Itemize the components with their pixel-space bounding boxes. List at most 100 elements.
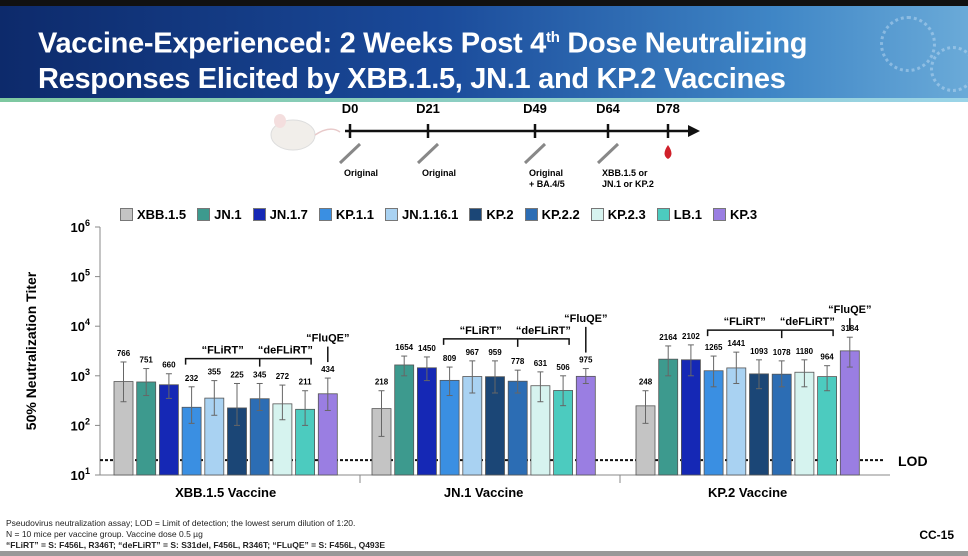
title-sup: th xyxy=(546,29,560,46)
legend-swatch xyxy=(712,208,726,221)
y-tick-label: 104 xyxy=(71,317,90,334)
virus-decoration xyxy=(930,46,968,92)
data-label: 778 xyxy=(511,357,525,366)
legend-swatch xyxy=(120,208,133,221)
slide-title: Vaccine-Experienced: 2 Weeks Post 4th Do… xyxy=(38,20,807,97)
deflirt-annotation: “deFLiRT” xyxy=(780,316,835,328)
legend-item: KP.2.2 xyxy=(524,207,580,222)
top-bar xyxy=(0,0,968,6)
mouse-ear-icon xyxy=(274,114,286,128)
blood-drop-icon xyxy=(664,145,672,159)
dose-label: Original xyxy=(529,168,563,178)
legend-item: LB.1 xyxy=(656,207,702,222)
data-label: 218 xyxy=(375,378,389,387)
lod-label: LOD xyxy=(898,453,928,469)
data-label: 809 xyxy=(443,354,457,363)
variant-bracket xyxy=(442,338,570,347)
data-label: 967 xyxy=(466,348,480,357)
y-tick-label: 101 xyxy=(71,466,90,483)
data-label: 2164 xyxy=(659,333,677,342)
legend-label: JN.1.16.1 xyxy=(402,207,459,222)
timeline-day-label: D78 xyxy=(656,101,680,116)
slide-number: CC-15 xyxy=(919,528,954,542)
mouse-tail-icon xyxy=(314,128,341,136)
data-label: 1078 xyxy=(773,348,791,357)
legend-label: LB.1 xyxy=(673,207,702,222)
banner-strip xyxy=(0,98,968,102)
legend-item: XBB.1.5 xyxy=(120,207,186,222)
group-label: KP.2 Vaccine xyxy=(708,485,787,500)
data-label: 355 xyxy=(208,368,222,377)
legend-label: KP.3 xyxy=(729,207,758,222)
timeline-day-label: D49 xyxy=(523,101,547,116)
legend-item: JN.1.7 xyxy=(252,207,308,222)
legend-label: XBB.1.5 xyxy=(137,207,187,222)
data-label: 964 xyxy=(820,353,834,362)
title-banner: Vaccine-Experienced: 2 Weeks Post 4th Do… xyxy=(0,6,968,102)
timeline-arrow-icon xyxy=(688,125,700,137)
dose-label: Original xyxy=(422,168,456,178)
bar xyxy=(575,375,596,476)
y-tick-label: 102 xyxy=(71,416,90,433)
legend-item: KP.2 xyxy=(469,207,514,222)
legend-item: KP.1.1 xyxy=(318,207,374,222)
title-line1: Vaccine-Experienced: 2 Weeks Post 4 xyxy=(38,27,547,60)
legend-swatch xyxy=(318,208,332,221)
syringe-icon xyxy=(523,142,547,165)
data-label: 959 xyxy=(488,348,502,357)
deflirt-annotation: “deFLiRT” xyxy=(516,325,571,337)
data-label: 248 xyxy=(639,378,653,387)
y-tick-label: 105 xyxy=(71,268,90,285)
footnote-1: Pseudovirus neutralization assay; LOD = … xyxy=(6,518,356,528)
syringe-icon xyxy=(338,142,362,165)
timeline-day-label: D21 xyxy=(416,101,440,116)
legend-label: KP.2 xyxy=(486,207,514,222)
legend-swatch xyxy=(524,208,538,221)
footnotes: Pseudovirus neutralization assay; LOD = … xyxy=(6,518,385,551)
dose-label: Original xyxy=(344,168,378,178)
data-label: 225 xyxy=(230,370,244,379)
data-label: 434 xyxy=(321,365,335,374)
y-tick-label: 103 xyxy=(71,367,90,384)
legend-swatch xyxy=(469,208,483,221)
timeline-day-label: D0 xyxy=(342,101,359,116)
y-axis-label: 50% Neutralization Titer xyxy=(23,271,39,430)
bar xyxy=(507,380,528,476)
data-label: 1441 xyxy=(727,339,745,348)
y-tick-label: 106 xyxy=(71,218,90,235)
variant-bracket xyxy=(184,357,312,367)
bar xyxy=(394,364,415,476)
legend-item: KP.3 xyxy=(712,207,758,222)
legend-item: JN.1 xyxy=(197,207,242,222)
data-label: 1654 xyxy=(395,343,413,352)
footnote-3: “FLiRT” = S: F456L, R346T; “deFLiRT” = S… xyxy=(6,540,386,550)
legend-swatch xyxy=(656,208,670,221)
title-line2: Responses Elicited by XBB.1.5, JN.1 and … xyxy=(38,62,786,95)
bar xyxy=(726,367,747,476)
legend-item: JN.1.16.1 xyxy=(385,207,458,222)
fluqe-annotation: “FluQE” xyxy=(564,313,607,325)
flirt-annotation: “FLiRT” xyxy=(724,316,766,328)
bar xyxy=(416,367,437,476)
legend-label: KP.1.1 xyxy=(335,207,374,222)
legend-label: KP.2.2 xyxy=(541,207,580,222)
timeline-day-label: D64 xyxy=(596,101,621,116)
data-label: 1180 xyxy=(796,347,814,356)
legend-swatch xyxy=(385,208,398,221)
data-label: 1450 xyxy=(418,344,436,353)
data-label: 1093 xyxy=(750,347,768,356)
data-label: 751 xyxy=(140,356,154,365)
data-label: 2102 xyxy=(682,332,700,341)
bar xyxy=(817,376,837,476)
bar xyxy=(839,350,860,476)
flirt-annotation: “FLiRT” xyxy=(460,325,502,337)
chart-legend: XBB.1.5 JN.1 JN.1.7 KP.1.1 JN.1.16.1 KP.2 KP.2… xyxy=(120,207,768,222)
legend-label: KP.2.3 xyxy=(607,207,646,222)
syringe-icon xyxy=(416,142,440,165)
legend-swatch xyxy=(252,208,266,221)
data-label: 506 xyxy=(556,363,570,372)
legend-item: KP.2.3 xyxy=(590,207,646,222)
dose-label: JN.1 or KP.2 xyxy=(602,179,654,189)
data-label: 975 xyxy=(579,356,593,365)
